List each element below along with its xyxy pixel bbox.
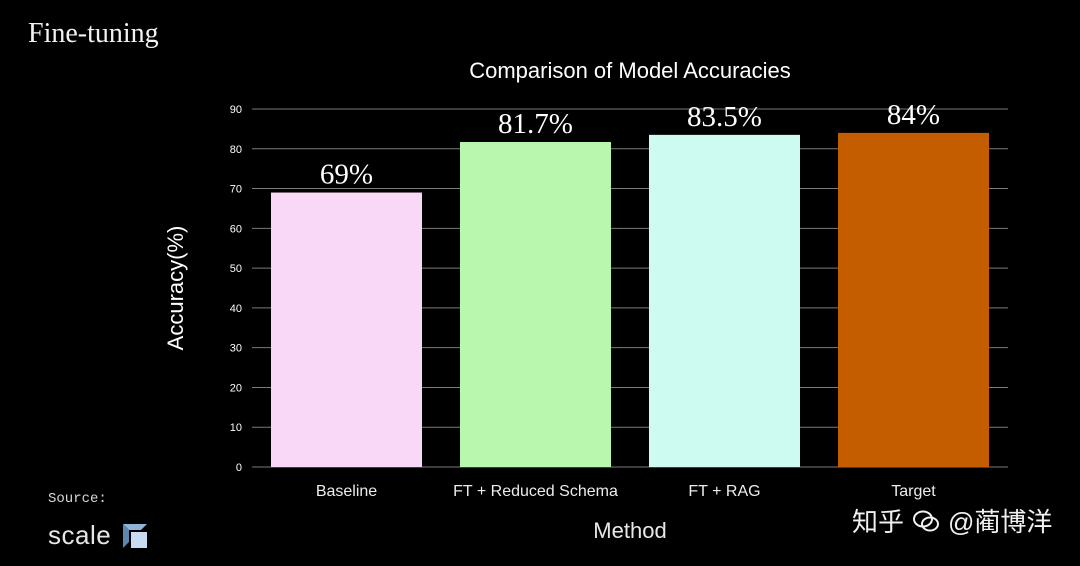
y-tick-label: 0 <box>236 462 242 474</box>
y-tick-label: 70 <box>230 184 242 196</box>
y-axis-label: Accuracy(%) <box>163 225 188 351</box>
y-tick-label: 20 <box>230 382 242 394</box>
x-tick-label: FT + RAG <box>688 483 760 500</box>
zhihu-watermark: 知乎 @蔺博洋 <box>852 502 1052 539</box>
watermark-handle: @蔺博洋 <box>948 507 1053 537</box>
scale-logo-icon <box>123 523 148 548</box>
y-tick-label: 60 <box>230 223 242 235</box>
bars <box>271 132 989 468</box>
y-tick-label: 40 <box>230 303 242 315</box>
scale-logo: scale <box>48 520 149 551</box>
y-tick-labels: 0 10 20 30 40 50 60 70 80 90 <box>230 104 242 474</box>
bar <box>460 142 611 467</box>
data-label: 84% <box>887 99 940 131</box>
watermark-platform: 知乎 <box>852 507 905 537</box>
data-labels: 69% 81.7% 83.5% 84% <box>320 99 940 191</box>
bar <box>649 134 800 467</box>
y-tick-label: 30 <box>230 343 242 355</box>
y-tick-label: 10 <box>230 422 242 434</box>
source-label: Source: <box>48 491 107 507</box>
x-tick-label: Target <box>891 483 936 500</box>
bar <box>271 192 422 468</box>
y-tick-label: 90 <box>230 104 242 116</box>
chart-title: Comparison of Model Accuracies <box>469 58 791 83</box>
data-label: 81.7% <box>498 108 573 140</box>
y-tick-label: 50 <box>230 263 242 275</box>
bar <box>838 132 989 467</box>
data-label: 83.5% <box>687 101 762 133</box>
x-tick-label: FT + Reduced Schema <box>453 483 618 500</box>
slide-title: Fine-tuning <box>28 18 159 49</box>
y-tick-label: 80 <box>230 144 242 156</box>
x-axis-label: Method <box>593 518 667 543</box>
data-label: 69% <box>320 159 373 191</box>
x-tick-labels: Baseline FT + Reduced Schema FT + RAG Targe… <box>316 483 936 500</box>
x-tick-label: Baseline <box>316 483 377 500</box>
wechat-icon <box>913 510 940 531</box>
logo-text: scale <box>48 520 112 550</box>
